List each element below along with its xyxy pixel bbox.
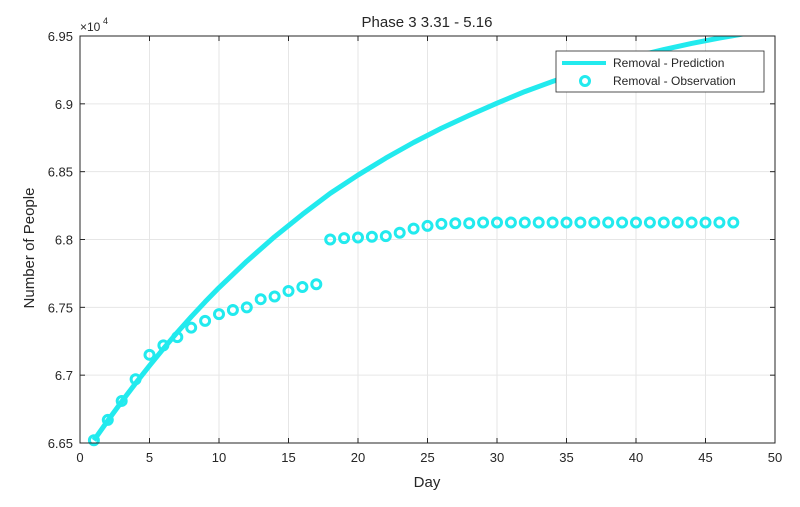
observation-marker (602, 216, 615, 229)
observation-marker (727, 216, 740, 229)
observation-marker (574, 216, 587, 229)
observation-marker (365, 230, 378, 243)
x-axis-label: Day (414, 474, 441, 491)
exponent-base: ×10 (80, 20, 101, 34)
chart-title: Phase 3 3.31 - 5.16 (362, 14, 493, 31)
observation-marker (157, 339, 170, 352)
observation-marker (657, 216, 670, 229)
observation-marker (671, 216, 684, 229)
observation-marker (101, 413, 114, 426)
observation-marker (185, 321, 198, 334)
observation-marker (338, 232, 351, 245)
observation-marker (630, 216, 642, 229)
observation-marker (296, 280, 309, 293)
observation-marker (532, 216, 545, 229)
x-tick-label: 25 (420, 450, 434, 465)
x-tick-label: 0 (76, 450, 83, 465)
observation-marker (87, 434, 100, 447)
observation-marker (324, 233, 337, 246)
observation-marker (407, 222, 420, 235)
observation-marker (449, 217, 462, 230)
legend-box (555, 50, 765, 93)
x-tick-label: 20 (351, 450, 365, 465)
observation-marker (685, 216, 698, 229)
observation-marker (713, 216, 726, 229)
observation-marker (282, 285, 295, 298)
observation-marker (546, 216, 559, 229)
legend-marker-swatch (579, 75, 591, 87)
observation-marker (491, 216, 503, 229)
y-tick-label: 6.9 (55, 97, 73, 112)
observation-marker (240, 301, 253, 314)
observation-marker (213, 308, 225, 321)
x-ticks: 0 5 10 15 20 25 30 35 40 45 50 (76, 36, 782, 465)
x-tick-label: 35 (559, 450, 573, 465)
x-tick-label: 5 (146, 450, 153, 465)
observation-marker (393, 226, 406, 239)
y-tick-label: 6.95 (48, 29, 73, 44)
observation-marker (310, 278, 323, 291)
x-tick-label: 45 (698, 450, 712, 465)
observation-marker (699, 216, 712, 229)
x-tick-label: 50 (768, 450, 782, 465)
observation-marker (129, 373, 142, 386)
observation-marker (518, 216, 531, 229)
observation-marker (379, 230, 392, 243)
y-tick-label: 6.85 (48, 165, 73, 180)
observation-marker (421, 219, 434, 232)
y-tick-label: 6.65 (48, 436, 73, 451)
observation-marker (504, 216, 517, 229)
legend-label-prediction: Removal - Prediction (613, 56, 724, 70)
x-tick-label: 10 (212, 450, 226, 465)
y-axis-label: Number of People (21, 188, 38, 309)
x-tick-label: 15 (281, 450, 295, 465)
legend-label-observation: Removal - Observation (613, 74, 736, 88)
y-axis-exponent: ×10 4 (80, 16, 108, 34)
grid-lines (79, 35, 776, 444)
x-tick-label: 30 (490, 450, 504, 465)
y-ticks: 6.65 6.7 6.75 6.8 6.85 6.9 6.95 (48, 29, 775, 451)
observation-marker (268, 290, 281, 303)
observation-marker (171, 331, 184, 344)
exponent-power: 4 (103, 16, 108, 26)
observation-marker (643, 216, 656, 229)
x-tick-label: 40 (629, 450, 643, 465)
observation-marker (115, 394, 128, 407)
observation-marker (352, 231, 364, 244)
observation-marker (477, 216, 490, 229)
observation-marker (254, 293, 267, 306)
observation-marker (463, 217, 476, 230)
observation-marker (560, 216, 573, 229)
y-tick-label: 6.8 (55, 233, 73, 248)
y-tick-label: 6.7 (55, 368, 73, 383)
observation-marker (435, 217, 448, 230)
observation-marker (226, 304, 239, 317)
observation-marker (143, 348, 156, 361)
observation-marker (199, 314, 212, 327)
observation-marker (588, 216, 601, 229)
y-tick-label: 6.75 (48, 300, 73, 315)
observation-marker (616, 216, 629, 229)
legend: Removal - Prediction Removal - Observati… (555, 50, 765, 93)
